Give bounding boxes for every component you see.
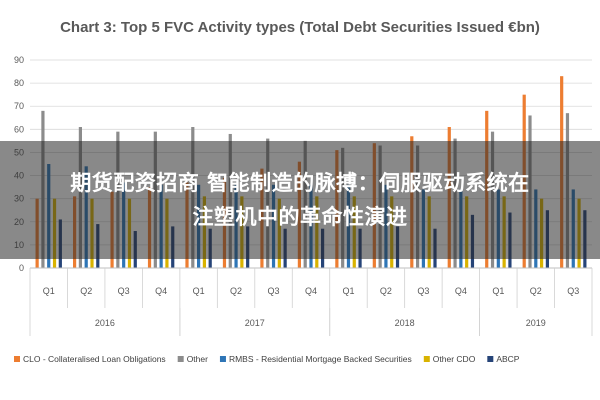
- legend-label: Other: [187, 354, 208, 364]
- x-tick-label: Q1: [492, 286, 504, 296]
- legend-label: CLO - Collateralised Loan Obligations: [23, 354, 166, 364]
- legend-swatch: [14, 356, 20, 362]
- x-tick-label: Q4: [305, 286, 317, 296]
- legend-label: ABCP: [496, 354, 519, 364]
- legend-label: Other CDO: [433, 354, 476, 364]
- x-axis: Q1 Q2 Q3 Q4 Q1 Q2 Q3 Q4 Q1 Q2 Q3 Q4 Q1 Q2 Q3 2016 2017 20…: [29, 267, 593, 336]
- legend: CLO - Collateralised Loan Obligations Oth…: [14, 354, 520, 364]
- x-tick-label: Q3: [118, 286, 130, 296]
- x-tick-label: Q3: [268, 286, 280, 296]
- x-tick-label: Q1: [342, 286, 354, 296]
- x-tick-label: Q1: [43, 286, 55, 296]
- legend-swatch: [219, 356, 226, 362]
- legend-swatch: [423, 356, 430, 362]
- x-tick-label: Q3: [417, 286, 429, 296]
- x-tick-label: Q3: [567, 286, 579, 296]
- banner-line-1: 期货配资招商 智能制造的脉搏：伺服驱动系统在: [70, 171, 530, 195]
- x-group-label: 2016: [95, 318, 115, 328]
- banner-line-2: 注塑机中的革命性演进: [192, 205, 408, 229]
- y-tick-label: 70: [14, 101, 24, 111]
- y-tick-label: 0: [19, 263, 24, 273]
- x-group-label: 2018: [395, 318, 415, 328]
- x-tick-label: Q2: [530, 286, 542, 296]
- y-tick-label: 60: [14, 124, 24, 134]
- x-group-label: 2017: [245, 318, 265, 328]
- x-group-label: 2019: [526, 318, 546, 328]
- legend-swatch: [487, 356, 494, 362]
- banner-overlay: [0, 141, 600, 259]
- x-tick-label: Q1: [193, 286, 205, 296]
- x-tick-label: Q4: [455, 286, 467, 296]
- chart-title: Chart 3: Top 5 FVC Activity types (Total…: [60, 19, 540, 36]
- x-tick-label: Q2: [380, 286, 392, 296]
- x-tick-label: Q4: [155, 286, 167, 296]
- x-tick-label: Q2: [80, 286, 92, 296]
- x-tick-label: Q2: [230, 286, 242, 296]
- y-tick-label: 80: [14, 78, 24, 88]
- y-tick-label: 90: [14, 55, 24, 65]
- legend-label: RMBS - Residential Mortgage Backed Secur…: [229, 354, 412, 364]
- banner-text: 期货配资招商 智能制造的脉搏：伺服驱动系统在 注塑机中的革命性演进: [0, 166, 600, 234]
- legend-swatch: [177, 356, 184, 362]
